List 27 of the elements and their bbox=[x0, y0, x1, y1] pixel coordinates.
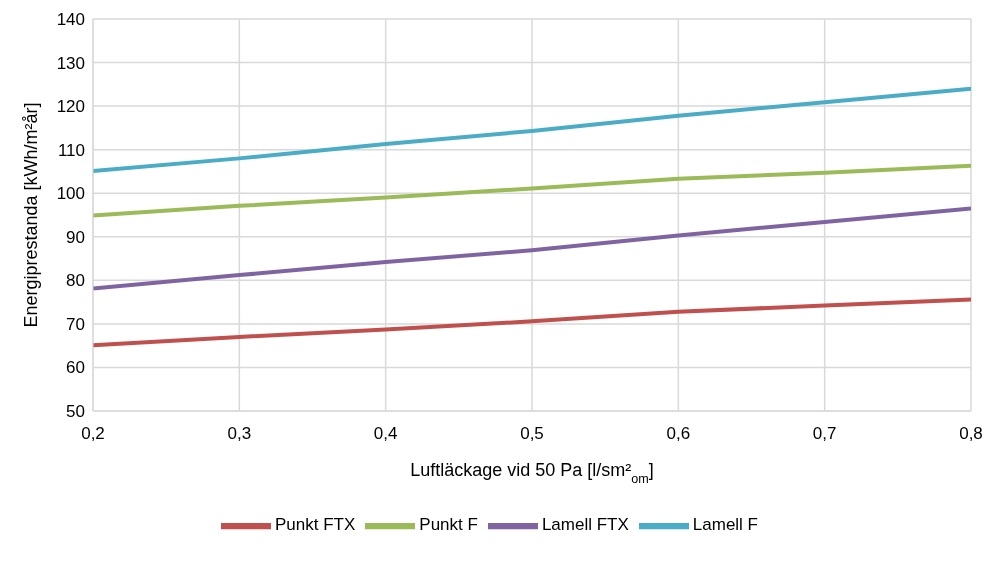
legend-label: Lamell FTX bbox=[541, 515, 629, 535]
line-series bbox=[93, 206, 971, 291]
x-tick-label: 0,7 bbox=[812, 424, 837, 444]
legend-label: Punkt FTX bbox=[274, 515, 356, 535]
y-tick-label: 140 bbox=[56, 10, 85, 30]
x-tick-label: 0,8 bbox=[959, 424, 983, 444]
y-tick-label: 70 bbox=[66, 314, 85, 334]
y-tick-label: 60 bbox=[66, 358, 85, 378]
y-tick-label: 130 bbox=[56, 53, 85, 73]
y-tick-label: 120 bbox=[56, 97, 85, 117]
line-series bbox=[93, 163, 971, 218]
y-tick-label: 110 bbox=[57, 140, 85, 160]
legend-label: Punkt F bbox=[419, 515, 478, 535]
x-tick-label: 0,3 bbox=[227, 424, 252, 444]
y-axis-title: Energiprestanda [kWh/m²år] bbox=[20, 102, 41, 328]
legend-label: Lamell F bbox=[692, 515, 758, 535]
x-axis-title: Luftläckage vid 50 Pa [l/sm²$_{om}$] bbox=[410, 460, 654, 486]
line-series bbox=[93, 297, 971, 348]
x-tick-label: 0,4 bbox=[373, 424, 398, 444]
y-tick-label: 90 bbox=[66, 227, 85, 247]
y-tick-label: 50 bbox=[66, 402, 85, 422]
x-tick-label: 0,6 bbox=[666, 424, 691, 444]
y-tick-label: 80 bbox=[66, 271, 85, 291]
x-tick-label: 0,2 bbox=[81, 424, 105, 444]
x-tick-label: 0,5 bbox=[520, 424, 544, 444]
y-tick-label: 100 bbox=[56, 184, 85, 204]
line-series bbox=[93, 86, 971, 174]
